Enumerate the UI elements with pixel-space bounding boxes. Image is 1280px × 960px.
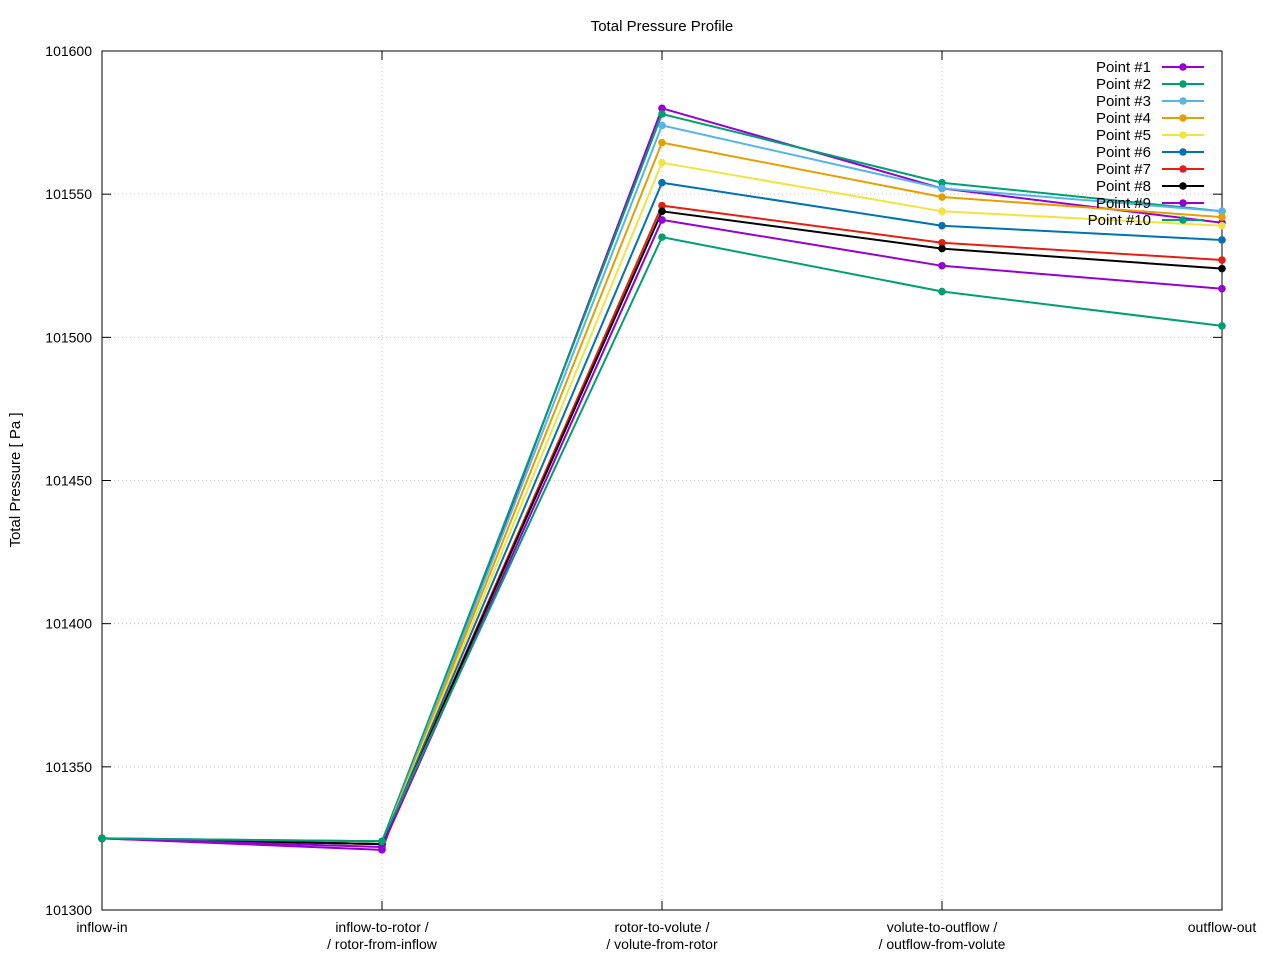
data-point [1218,256,1226,264]
data-point [658,178,666,187]
data-point [938,287,946,296]
x-tick-label: rotor-to-volute / [615,919,710,935]
data-point [658,201,666,210]
y-tick-label: 101300 [45,902,92,918]
legend-item: Point #10 [1088,212,1204,229]
legend-marker [1179,148,1187,156]
data-point [658,138,666,147]
series-line [101,181,1223,846]
legend-item: Point #7 [1096,161,1204,178]
legend-label: Point #2 [1096,76,1151,93]
tick-layer: 101300 101350 101400 101450 101500 101550 1016… [45,43,1256,952]
data-point [938,184,946,193]
series-line [101,218,1223,849]
y-tick-label: 101350 [45,759,92,775]
legend-label: Point #6 [1096,144,1151,161]
data-point [938,221,946,230]
legend-item: Point #5 [1096,127,1204,144]
data-point [378,843,386,851]
x-tick-label: inflow-in [76,919,127,935]
grid-layer [102,51,1222,910]
x-tick-label: volute-to-outflow / [887,919,998,935]
y-axis-label: Total Pressure [ Pa ] [7,412,24,547]
data-point [1218,221,1226,230]
legend-marker [1179,63,1187,71]
data-point [1218,264,1226,273]
legend-label: Point #8 [1096,178,1151,195]
legend-item: Point #8 [1096,178,1204,195]
y-tick-label: 101400 [45,616,92,632]
series-10 [98,233,1226,846]
legend-item: Point #9 [1096,195,1204,212]
legend-item: Point #1 [1096,59,1204,76]
data-point [938,239,946,247]
data-point [658,216,666,224]
y-tick-label: 101450 [45,473,92,489]
legend-label: Point #1 [1096,59,1151,76]
legend-item: Point #2 [1096,76,1204,93]
legend-label: Point #10 [1088,212,1151,229]
legend-label: Point #9 [1096,195,1151,212]
series-4 [98,138,1226,848]
y-tick-label: 101550 [45,186,92,202]
data-point [1218,207,1226,216]
legend-label: Point #5 [1096,127,1151,144]
data-point [1218,322,1226,330]
data-point [1218,213,1226,221]
legend-item: Point #6 [1096,144,1204,161]
data-point [658,110,666,118]
data-point [658,233,666,241]
data-point [658,158,666,167]
data-point [938,178,946,187]
data-point [938,261,946,270]
series-line [101,204,1223,846]
data-point [658,104,666,113]
x-tick-label: / rotor-from-inflow [327,936,438,952]
legend-marker [1179,131,1187,139]
data-point [938,244,946,253]
data-point [938,207,946,216]
legend-marker [1179,216,1187,224]
legend-label: Point #7 [1096,161,1151,178]
legend-label: Point #3 [1096,93,1151,110]
y-tick-label: 101500 [45,329,92,345]
x-tick-label: / volute-from-rotor [606,936,718,952]
data-point [658,121,666,130]
legend-marker [1179,182,1187,190]
series-line [101,124,1223,846]
x-tick-label: inflow-to-rotor / [335,919,428,935]
legend-marker [1179,80,1187,88]
legend-marker [1179,199,1187,207]
legend-label: Point #4 [1096,110,1151,127]
legend-item: Point #4 [1096,110,1204,127]
chart-title: Total Pressure Profile [591,18,734,35]
legend-marker [1179,114,1187,122]
data-point [1218,284,1226,293]
data-point [658,207,666,216]
data-point [98,834,106,843]
data-point [938,193,946,201]
legend-item: Point #3 [1096,93,1204,110]
series-layer [98,104,1226,854]
data-point [1218,236,1226,244]
x-tick-label: outflow-out [1188,919,1257,935]
legend-marker [1179,97,1187,105]
y-tick-label: 101600 [45,43,92,59]
legend-marker [1179,165,1187,173]
x-tick-label: / outflow-from-volute [879,936,1006,952]
data-point [378,837,386,846]
